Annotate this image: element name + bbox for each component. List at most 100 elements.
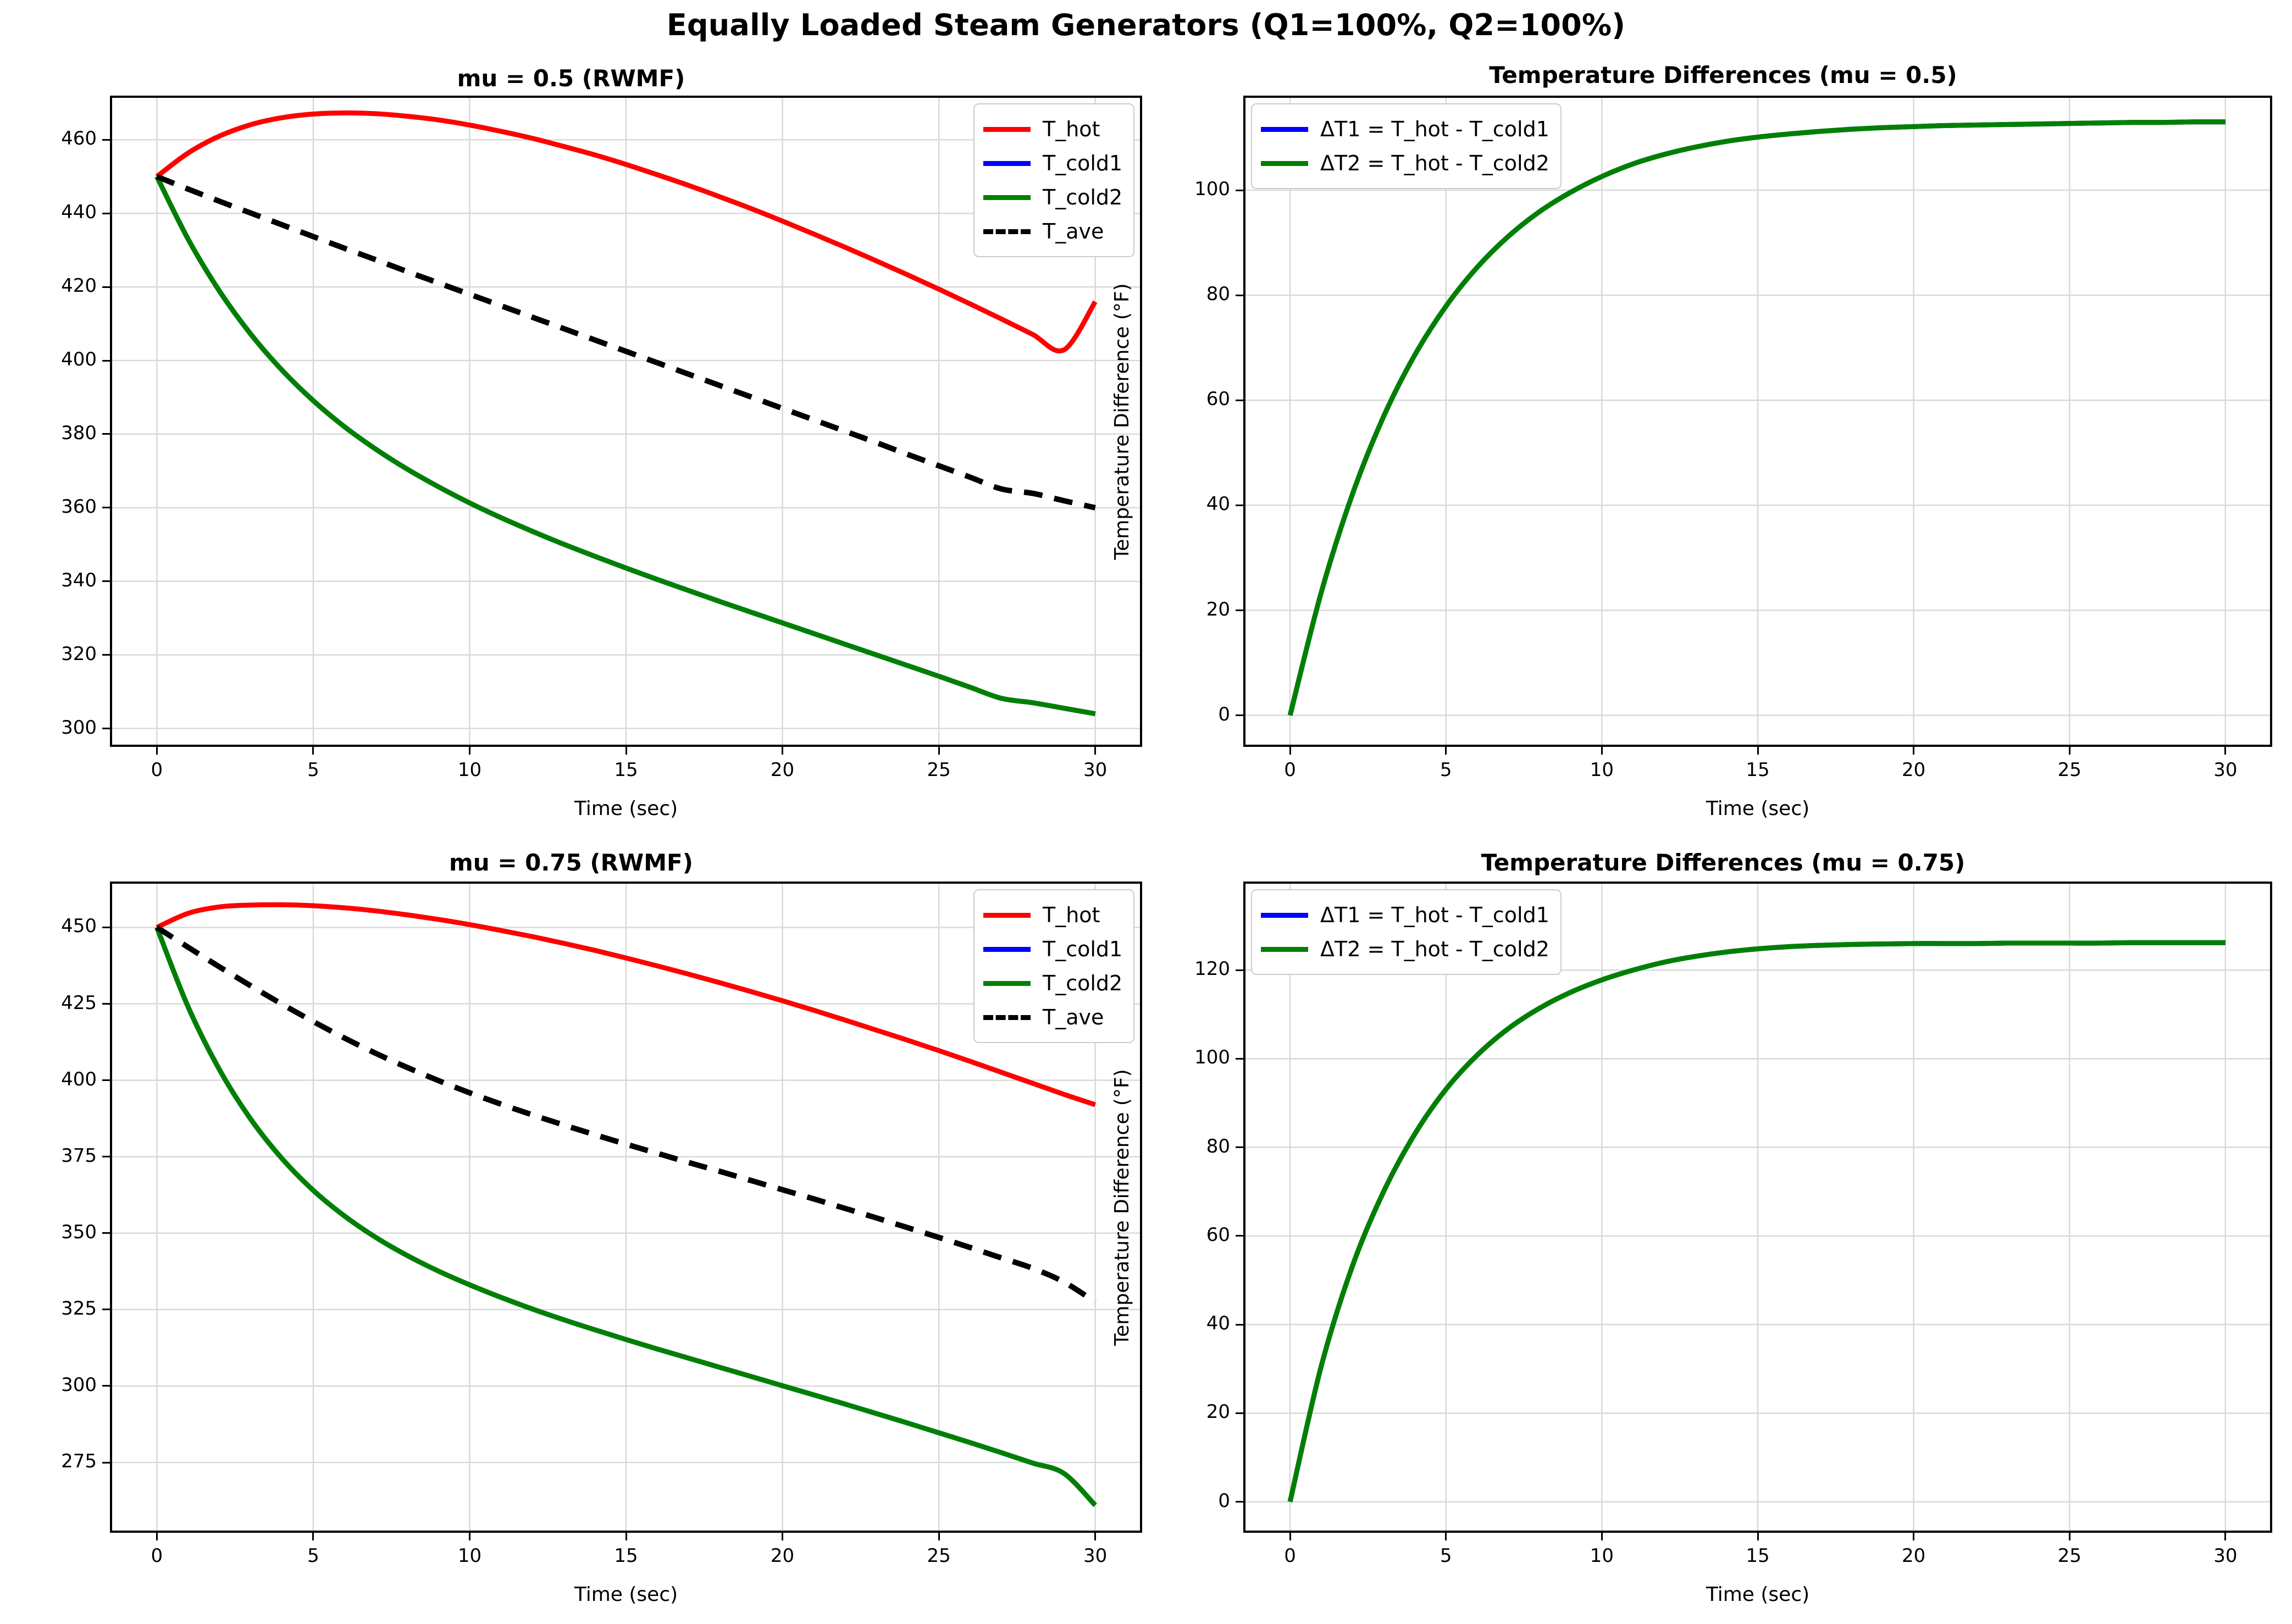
y-tick-label: 400 bbox=[61, 1068, 97, 1090]
legend-item[interactable]: ΔT1 = T_hot - T_cold1 bbox=[1261, 112, 1549, 146]
legend-item[interactable]: T_ave bbox=[983, 214, 1122, 248]
legend-swatch-dashed-line-icon bbox=[983, 1015, 1031, 1020]
y-tick-mark bbox=[102, 359, 110, 362]
axes-spines bbox=[110, 882, 1142, 1533]
legend-item[interactable]: T_hot bbox=[983, 112, 1122, 146]
legend-item[interactable]: T_cold1 bbox=[983, 146, 1122, 180]
y-tick-mark bbox=[1236, 294, 1243, 296]
legend-item[interactable]: ΔT2 = T_hot - T_cold2 bbox=[1261, 932, 1549, 966]
y-tick-mark bbox=[1236, 1057, 1243, 1060]
axes-spines bbox=[1243, 882, 2272, 1533]
legend-swatch-dashed-line-icon bbox=[983, 229, 1031, 234]
x-tick-mark bbox=[782, 747, 784, 755]
x-tick-mark bbox=[468, 1533, 470, 1540]
y-tick-label: 360 bbox=[61, 495, 97, 518]
y-tick-mark bbox=[102, 1461, 110, 1464]
legend-swatch-solid-line-icon bbox=[1261, 946, 1308, 952]
x-tick-mark bbox=[156, 1533, 158, 1540]
x-tick-label: 15 bbox=[1746, 759, 1770, 781]
y-tick-mark bbox=[1236, 1146, 1243, 1149]
x-tick-mark bbox=[1289, 747, 1291, 755]
y-tick-label: 325 bbox=[61, 1297, 97, 1320]
grid-lines bbox=[110, 96, 1142, 747]
y-tick-label: 400 bbox=[61, 348, 97, 371]
x-tick-label: 10 bbox=[457, 759, 482, 781]
x-tick-label: 0 bbox=[151, 1545, 163, 1567]
y-tick-mark bbox=[102, 433, 110, 435]
y-tick-mark bbox=[102, 212, 110, 214]
legend-swatch-solid-line-icon bbox=[983, 980, 1031, 986]
x-tick-label: 25 bbox=[927, 759, 951, 781]
series-line bbox=[155, 110, 1098, 354]
chart-legend-deltas-mu-050[interactable]: ΔT1 = T_hot - T_cold1 ΔT2 = T_hot - T_col… bbox=[1251, 103, 1562, 189]
x-tick-mark bbox=[1757, 747, 1759, 755]
y-tick-mark bbox=[102, 507, 110, 509]
legend-swatch-solid-line-icon bbox=[1261, 160, 1308, 166]
x-tick-label: 20 bbox=[1901, 1545, 1926, 1567]
x-tick-label: 15 bbox=[614, 1545, 638, 1567]
y-tick-mark bbox=[102, 138, 110, 141]
y-tick-mark bbox=[102, 926, 110, 928]
chart-legend-temps-mu-050[interactable]: T_hot T_cold1 T_cold2 T_ave bbox=[973, 103, 1135, 257]
plot-area-deltas-mu-075 bbox=[1243, 882, 2272, 1533]
x-tick-mark bbox=[938, 1533, 940, 1540]
x-tick-mark bbox=[1913, 747, 1915, 755]
x-tick-label: 10 bbox=[1590, 759, 1614, 781]
legend-item[interactable]: T_ave bbox=[983, 1000, 1122, 1034]
x-tick-mark bbox=[1094, 1533, 1097, 1540]
series-line bbox=[156, 902, 1097, 1107]
y-tick-label: 0 bbox=[1218, 703, 1230, 725]
y-tick-mark bbox=[102, 654, 110, 656]
x-tick-mark bbox=[625, 747, 627, 755]
x-tick-label: 0 bbox=[1284, 759, 1296, 781]
series-line bbox=[1287, 119, 2225, 716]
chart-legend-temps-mu-075[interactable]: T_hot T_cold1 T_cold2 T_ave bbox=[973, 889, 1135, 1043]
x-tick-label: 0 bbox=[1284, 1545, 1296, 1567]
x-tick-mark bbox=[1445, 1533, 1447, 1540]
x-tick-mark bbox=[2068, 747, 2070, 755]
legend-label: T_hot bbox=[1043, 117, 1100, 141]
y-tick-mark bbox=[102, 1156, 110, 1158]
y-tick-label: 340 bbox=[61, 569, 97, 591]
legend-item[interactable]: T_hot bbox=[983, 898, 1122, 932]
y-tick-label: 350 bbox=[61, 1221, 97, 1243]
legend-swatch-solid-line-icon bbox=[983, 126, 1031, 132]
x-tick-mark bbox=[782, 1533, 784, 1540]
legend-label: ΔT2 = T_hot - T_cold2 bbox=[1320, 151, 1549, 175]
y-tick-mark bbox=[102, 286, 110, 288]
x-tick-mark bbox=[1094, 747, 1097, 755]
legend-item[interactable]: T_cold2 bbox=[983, 966, 1122, 1000]
x-tick-mark bbox=[1601, 1533, 1603, 1540]
legend-item[interactable]: T_cold2 bbox=[983, 180, 1122, 214]
series-line bbox=[1287, 940, 2225, 1503]
chart-legend-deltas-mu-075[interactable]: ΔT1 = T_hot - T_cold1 ΔT2 = T_hot - T_col… bbox=[1251, 889, 1562, 975]
x-tick-label: 30 bbox=[1083, 759, 1108, 781]
series-line bbox=[155, 925, 1097, 1305]
y-tick-label: 80 bbox=[1206, 1135, 1230, 1157]
x-tick-label: 25 bbox=[927, 1545, 951, 1567]
y-tick-label: 460 bbox=[61, 128, 97, 150]
legend-label: ΔT2 = T_hot - T_cold2 bbox=[1320, 937, 1549, 961]
y-tick-mark bbox=[1236, 969, 1243, 971]
legend-item[interactable]: ΔT1 = T_hot - T_cold1 bbox=[1261, 898, 1549, 932]
chart-title-deltas-mu-075: Temperature Differences (mu = 0.75) bbox=[1481, 849, 1966, 876]
y-tick-label: 60 bbox=[1206, 388, 1230, 411]
x-tick-mark bbox=[2068, 1533, 2070, 1540]
legend-label: T_ave bbox=[1043, 1005, 1104, 1029]
legend-item[interactable]: ΔT2 = T_hot - T_cold2 bbox=[1261, 146, 1549, 180]
y-tick-mark bbox=[1236, 189, 1243, 191]
x-tick-label: 10 bbox=[1590, 1545, 1614, 1567]
x-tick-mark bbox=[1289, 1533, 1291, 1540]
y-tick-mark bbox=[102, 1232, 110, 1234]
y-tick-mark bbox=[102, 580, 110, 583]
y-tick-label: 60 bbox=[1206, 1223, 1230, 1246]
y-tick-mark bbox=[102, 728, 110, 730]
y-tick-label: 425 bbox=[61, 991, 97, 1014]
y-axis-label: Temperature Difference (°F) bbox=[1111, 1068, 1133, 1346]
y-tick-label: 275 bbox=[61, 1450, 97, 1473]
x-tick-mark bbox=[1601, 747, 1603, 755]
legend-item[interactable]: T_cold1 bbox=[983, 932, 1122, 966]
y-tick-label: 300 bbox=[61, 716, 97, 739]
x-tick-label: 30 bbox=[1083, 1545, 1108, 1567]
y-tick-label: 100 bbox=[1194, 1046, 1230, 1069]
